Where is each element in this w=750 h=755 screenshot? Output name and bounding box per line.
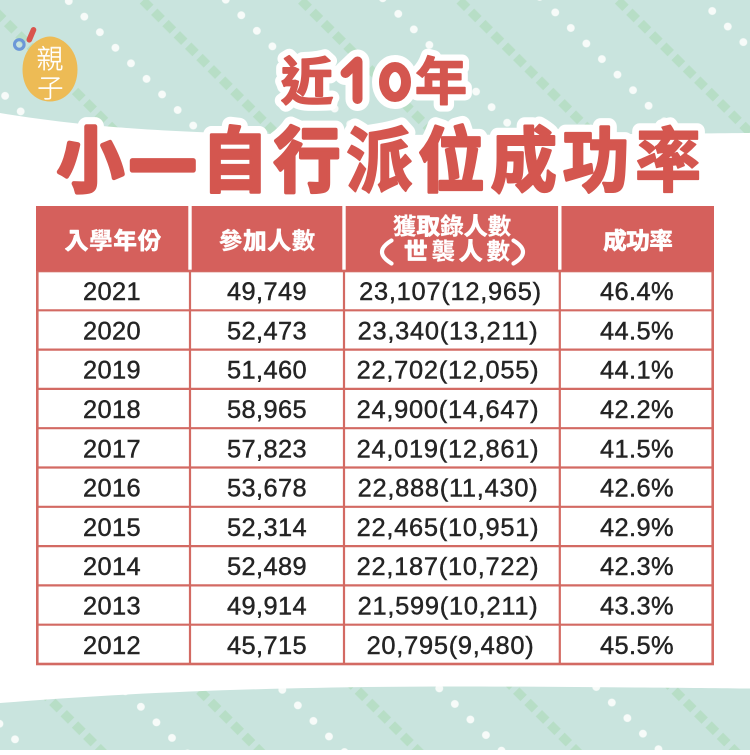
svg-text:49,914: 49,914 bbox=[227, 592, 307, 620]
svg-text:46.4%: 46.4% bbox=[600, 278, 674, 306]
svg-text:42.9%: 42.9% bbox=[600, 514, 674, 542]
svg-text:52,314: 52,314 bbox=[227, 514, 307, 542]
svg-text:2017: 2017 bbox=[83, 435, 141, 463]
svg-text:22,465(10,951): 22,465(10,951) bbox=[357, 514, 545, 542]
svg-text:22,187(10,722): 22,187(10,722) bbox=[357, 553, 545, 581]
svg-text:53,678: 53,678 bbox=[227, 475, 307, 503]
svg-text:2018: 2018 bbox=[83, 396, 141, 424]
svg-text:43.3%: 43.3% bbox=[600, 592, 674, 620]
svg-text:2016: 2016 bbox=[83, 475, 141, 503]
svg-text:2020: 2020 bbox=[83, 317, 141, 345]
svg-text:2015: 2015 bbox=[83, 514, 141, 542]
svg-text:52,473: 52,473 bbox=[227, 317, 307, 345]
svg-text:2019: 2019 bbox=[83, 357, 141, 385]
svg-text:2012: 2012 bbox=[83, 632, 141, 660]
svg-text:24,019(12,861): 24,019(12,861) bbox=[357, 435, 545, 463]
svg-text:58,965: 58,965 bbox=[227, 396, 307, 424]
svg-text:44.1%: 44.1% bbox=[600, 357, 674, 385]
svg-text:44.5%: 44.5% bbox=[600, 317, 674, 345]
svg-text:41.5%: 41.5% bbox=[600, 435, 674, 463]
svg-text:42.2%: 42.2% bbox=[600, 396, 674, 424]
svg-text:49,749: 49,749 bbox=[227, 278, 307, 306]
svg-text:20,795(9,480): 20,795(9,480) bbox=[367, 632, 535, 660]
svg-text:52,489: 52,489 bbox=[227, 553, 307, 581]
svg-text:51,460: 51,460 bbox=[227, 357, 307, 385]
svg-text:23,107(12,965): 23,107(12,965) bbox=[359, 278, 542, 306]
svg-text:2013: 2013 bbox=[83, 592, 141, 620]
svg-text:57,823: 57,823 bbox=[227, 435, 307, 463]
svg-text:23,340(13,211): 23,340(13,211) bbox=[358, 317, 544, 345]
svg-text:45.5%: 45.5% bbox=[600, 632, 674, 660]
svg-text:22,888(11,430): 22,888(11,430) bbox=[358, 475, 544, 503]
svg-text:22,702(12,055): 22,702(12,055) bbox=[357, 357, 545, 385]
svg-text:42.6%: 42.6% bbox=[600, 475, 674, 503]
svg-text:2014: 2014 bbox=[83, 553, 141, 581]
svg-text:24,900(14,647): 24,900(14,647) bbox=[357, 396, 545, 424]
svg-text:2021: 2021 bbox=[83, 278, 141, 306]
svg-text:45,715: 45,715 bbox=[227, 632, 307, 660]
svg-text:42.3%: 42.3% bbox=[600, 553, 674, 581]
svg-text:21,599(10,211): 21,599(10,211) bbox=[358, 592, 544, 620]
